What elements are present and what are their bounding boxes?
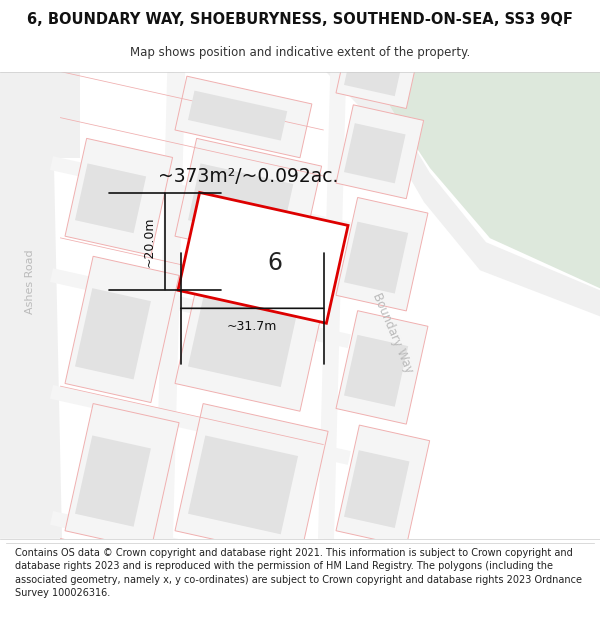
Polygon shape <box>60 71 324 131</box>
Text: ~20.0m: ~20.0m <box>143 216 155 267</box>
Polygon shape <box>60 117 324 176</box>
Polygon shape <box>175 256 328 411</box>
Text: Map shows position and indicative extent of the property.: Map shows position and indicative extent… <box>130 46 470 59</box>
Polygon shape <box>344 222 408 294</box>
Polygon shape <box>344 54 401 96</box>
Polygon shape <box>178 192 348 323</box>
Text: Boundary Way: Boundary Way <box>370 291 416 376</box>
Polygon shape <box>75 163 146 233</box>
Polygon shape <box>75 288 151 379</box>
Polygon shape <box>336 311 428 424</box>
Polygon shape <box>155 72 185 539</box>
Polygon shape <box>75 436 151 527</box>
Polygon shape <box>344 123 406 183</box>
Polygon shape <box>243 216 313 283</box>
Polygon shape <box>188 91 287 141</box>
Text: ~31.7m: ~31.7m <box>227 320 277 333</box>
Polygon shape <box>175 138 322 264</box>
Polygon shape <box>65 256 179 402</box>
Polygon shape <box>326 72 600 316</box>
Polygon shape <box>60 238 324 297</box>
Polygon shape <box>336 34 419 109</box>
Polygon shape <box>188 436 298 534</box>
Polygon shape <box>318 72 346 539</box>
Polygon shape <box>344 335 408 407</box>
Polygon shape <box>60 386 324 445</box>
Polygon shape <box>50 511 351 591</box>
Polygon shape <box>188 163 293 241</box>
Polygon shape <box>50 268 351 348</box>
Polygon shape <box>52 72 80 158</box>
Text: ~373m²/~0.092ac.: ~373m²/~0.092ac. <box>158 167 338 186</box>
Polygon shape <box>188 288 298 387</box>
Polygon shape <box>390 72 600 288</box>
Polygon shape <box>50 156 351 236</box>
Polygon shape <box>175 404 328 559</box>
Polygon shape <box>65 404 179 550</box>
Polygon shape <box>336 105 424 199</box>
Polygon shape <box>60 538 324 598</box>
Polygon shape <box>50 385 351 465</box>
Text: Ashes Road: Ashes Road <box>25 249 35 314</box>
Polygon shape <box>0 72 62 539</box>
Polygon shape <box>336 425 430 546</box>
Text: 6, BOUNDARY WAY, SHOEBURYNESS, SOUTHEND-ON-SEA, SS3 9QF: 6, BOUNDARY WAY, SHOEBURYNESS, SOUTHEND-… <box>27 12 573 27</box>
Polygon shape <box>344 450 409 528</box>
Polygon shape <box>65 138 173 255</box>
Polygon shape <box>175 76 312 158</box>
Text: 6: 6 <box>268 251 283 275</box>
Text: Contains OS data © Crown copyright and database right 2021. This information is : Contains OS data © Crown copyright and d… <box>15 548 582 598</box>
Polygon shape <box>336 198 428 311</box>
